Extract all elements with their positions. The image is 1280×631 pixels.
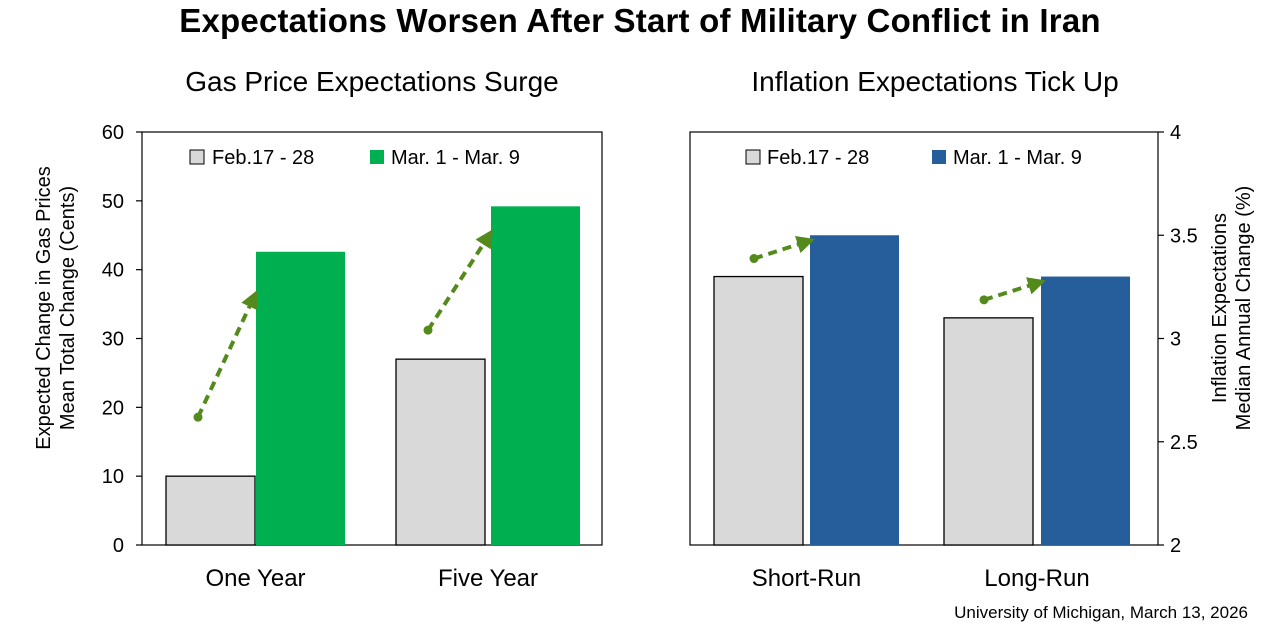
legend-label-inflation: Mar. 1 - Mar. 9 (953, 147, 1082, 169)
legend-label-gas: Mar. 1 - Mar. 9 (391, 147, 520, 169)
legend-label-inflation: Feb.17 - 28 (767, 147, 869, 169)
bar-gas-feb-1 (395, 358, 486, 546)
y-tick-label-gas: 40 (102, 260, 124, 282)
bar-inflation-feb-0 (713, 275, 804, 546)
y-tick-label-inflation: 3 (1170, 329, 1181, 351)
chart-title-inflation: Inflation Expectations Tick Up (751, 66, 1119, 97)
y-tick-label-inflation: 2.5 (1170, 432, 1198, 454)
increase-arrow-inflation (983, 277, 1046, 302)
legend-swatch-inflation (745, 149, 761, 165)
legend-swatch-gas (370, 150, 384, 164)
increase-arrow-inflation (753, 235, 815, 261)
category-label-inflation: Short-Run (752, 565, 861, 592)
y-tick-label-gas: 20 (102, 397, 124, 419)
legend-swatch-gas (189, 149, 205, 165)
chart-title-gas: Gas Price Expectations Surge (185, 66, 559, 97)
y-tick-label-inflation: 2 (1170, 535, 1181, 557)
bar-gas-mar-0 (256, 251, 345, 545)
legend-swatch-inflation (932, 150, 946, 164)
increase-arrow-gas (426, 229, 493, 332)
bar-gas-feb-0 (165, 475, 256, 546)
source-note: University of Michigan, March 13, 2026 (954, 603, 1248, 622)
y-tick-label-inflation: 3.5 (1170, 225, 1198, 247)
main-title: Expectations Worsen After Start of Milit… (179, 2, 1101, 39)
bar-inflation-mar-1 (1041, 276, 1130, 545)
y-tick-label-gas: 30 (102, 329, 124, 351)
increase-arrow-gas (196, 290, 258, 419)
y-tick-label-gas: 0 (113, 535, 124, 557)
y-tick-label-inflation: 4 (1170, 122, 1181, 144)
y-tick-label-gas: 60 (102, 122, 124, 144)
bar-gas-mar-1 (491, 206, 580, 545)
bar-inflation-feb-1 (943, 317, 1034, 546)
category-label-gas: One Year (205, 565, 305, 592)
bar-inflation-mar-0 (810, 235, 899, 545)
category-label-gas: Five Year (438, 565, 538, 592)
y-tick-label-gas: 10 (102, 466, 124, 488)
category-label-inflation: Long-Run (984, 565, 1089, 592)
y-tick-label-gas: 50 (102, 191, 124, 213)
legend-label-gas: Feb.17 - 28 (212, 147, 314, 169)
